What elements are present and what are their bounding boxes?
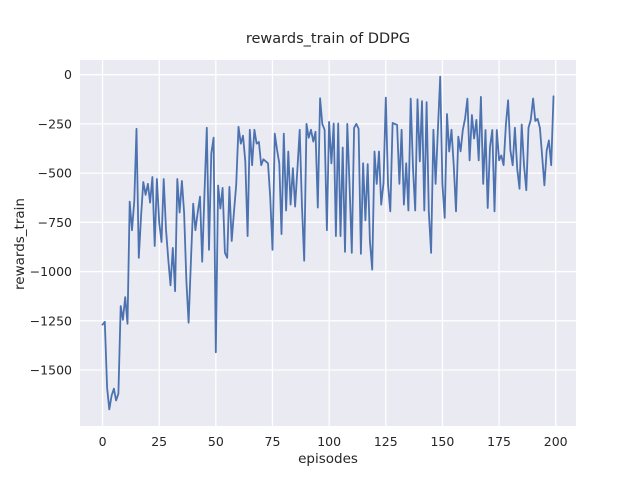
y-tick-label: −1000 <box>30 264 72 279</box>
x-tick-label: 25 <box>151 434 167 449</box>
y-tick-label: −1250 <box>30 313 72 328</box>
x-tick-labels: 0 25 50 75 100 125 150 175 200 <box>99 434 568 449</box>
plot-background <box>80 60 576 426</box>
x-tick-label: 0 <box>99 434 107 449</box>
data-line-series <box>101 75 555 411</box>
x-tick-label: 125 <box>374 434 398 449</box>
x-tick-label: 200 <box>544 434 568 449</box>
y-tick-labels: 0 −250 −500 −750 −1000 −1250 −1500 <box>30 67 72 377</box>
x-tick-label: 150 <box>430 434 454 449</box>
gridlines <box>80 60 576 426</box>
x-tick-label: 175 <box>487 434 511 449</box>
y-tick-label: −250 <box>38 116 72 131</box>
chart-title: rewards_train of DDPG <box>245 31 411 47</box>
x-tick-label: 50 <box>208 434 224 449</box>
x-tick-label: 100 <box>317 434 341 449</box>
y-tick-label: −750 <box>38 215 72 230</box>
y-axis-label: rewards_train <box>12 198 28 290</box>
y-tick-label: −500 <box>38 166 72 181</box>
y-tick-label: −1500 <box>30 362 72 377</box>
y-tick-label: 0 <box>64 67 72 82</box>
x-axis-label: episodes <box>298 451 358 467</box>
x-tick-label: 75 <box>265 434 281 449</box>
